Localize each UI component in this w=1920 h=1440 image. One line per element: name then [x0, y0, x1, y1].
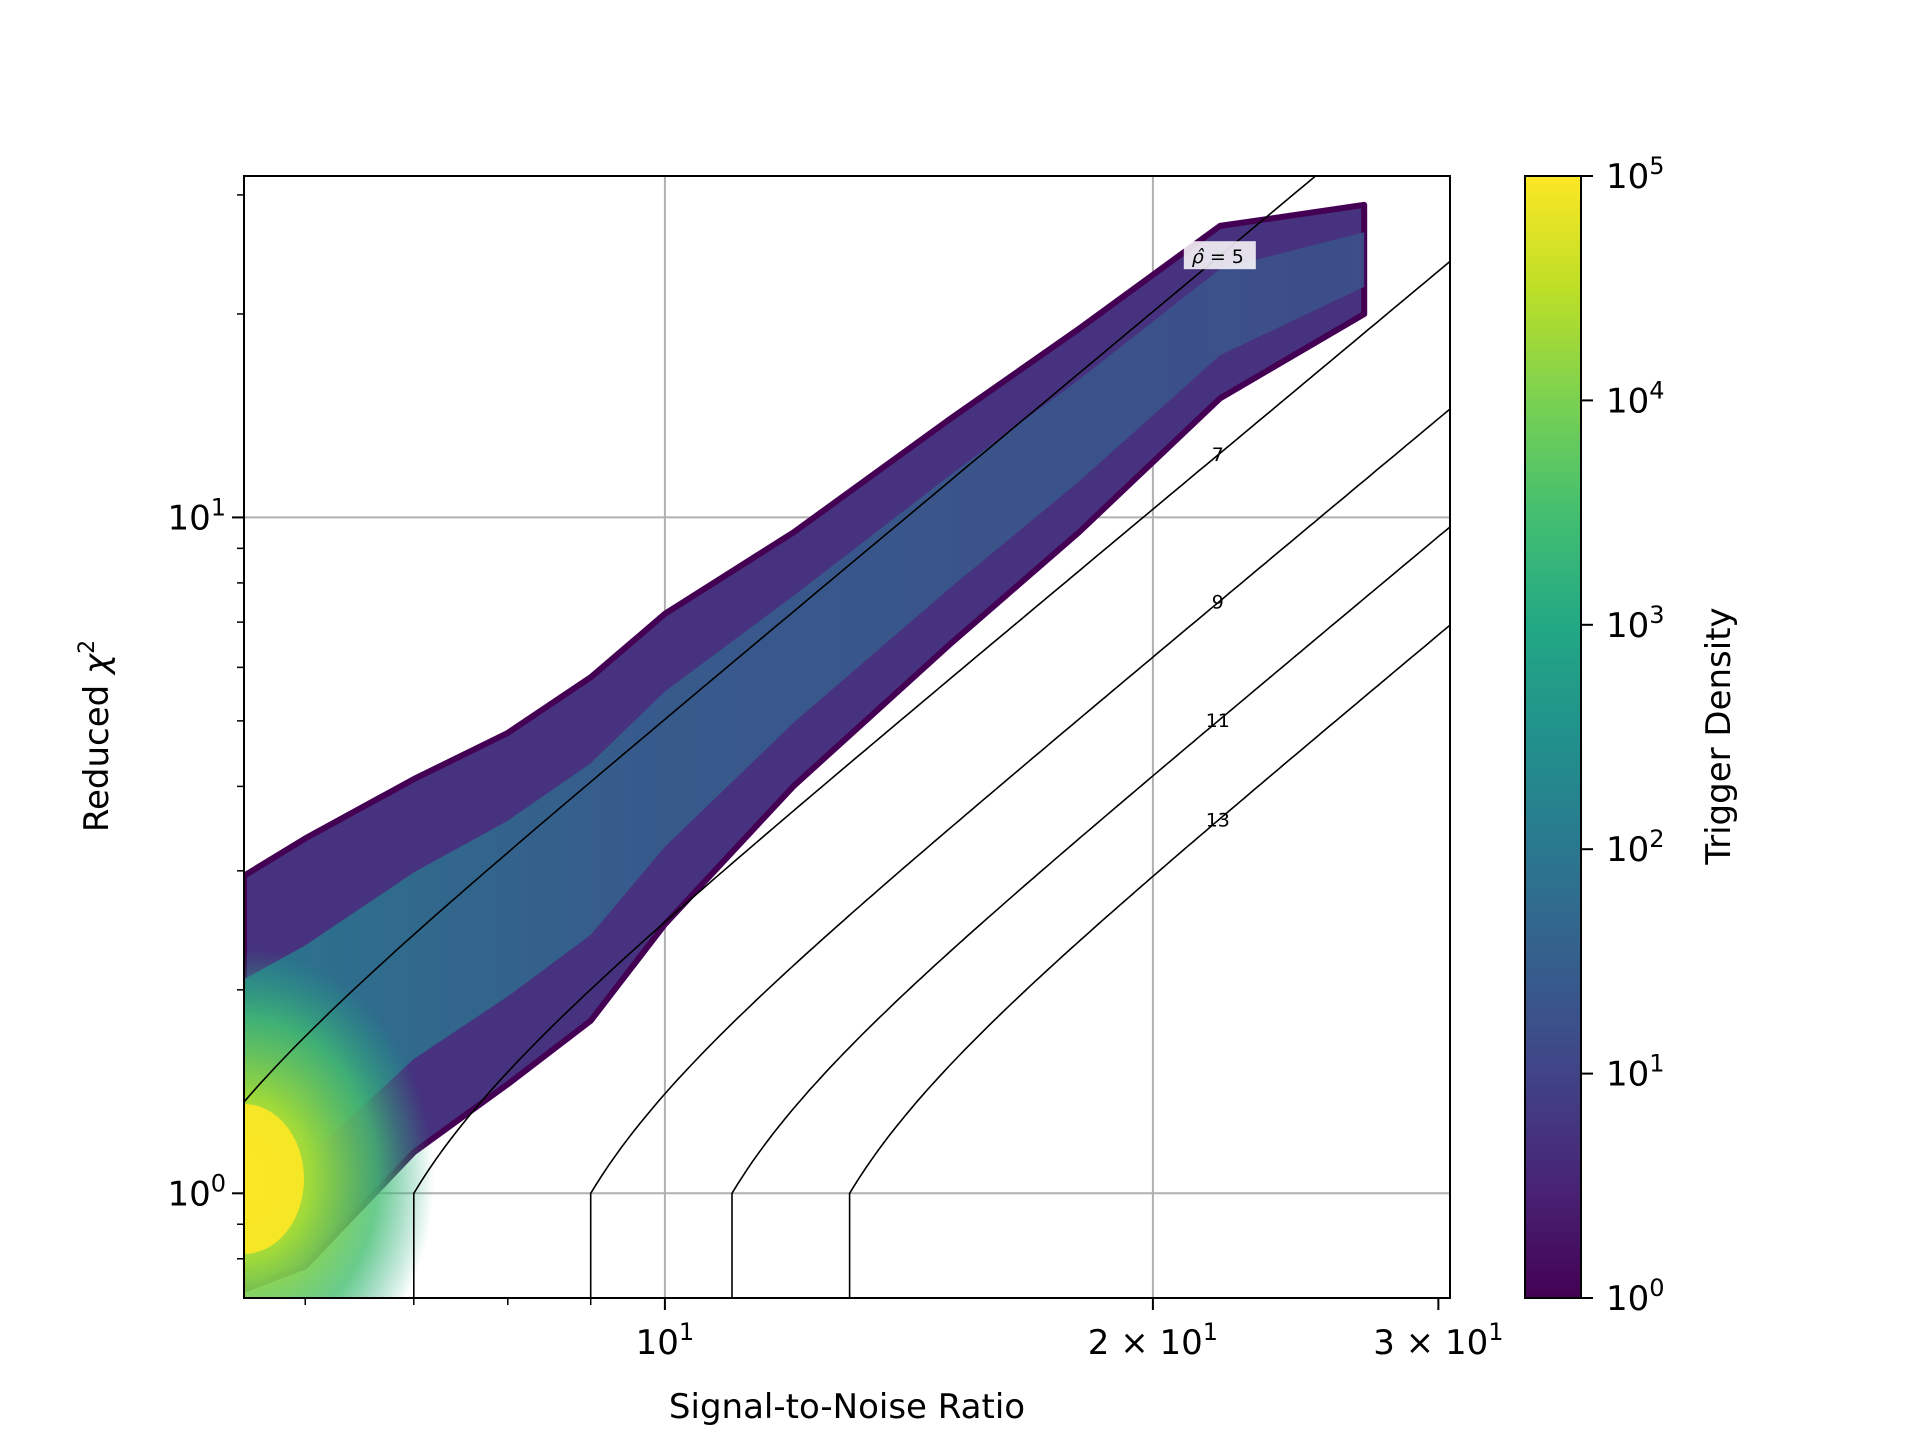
contour-line-7: [413, 260, 1450, 1298]
colorbar-tick-label: 103: [1606, 601, 1665, 646]
density-core-band: [244, 232, 1365, 1187]
plot-frame: [243, 175, 1451, 1299]
colorbar-tick-label: 101: [1606, 1050, 1665, 1095]
colorbar-gradient: [1524, 175, 1582, 1299]
contour-label-9: 9: [1212, 592, 1224, 614]
plot-area: ρ̂ = 5 7 9 11 13 101 2 × 101 3 × 101 100 101: [167, 175, 1504, 1363]
colorbar-tick-label: 100: [1606, 1274, 1665, 1319]
contour-line-13: [848, 624, 1450, 1298]
contour-label-13: 13: [1206, 810, 1230, 832]
x-tick-label: 2 × 101: [1088, 1318, 1218, 1363]
y-tick-label: 101: [167, 493, 226, 538]
colorbar-title: Trigger Density: [1699, 607, 1739, 865]
colorbar-tick-label: 104: [1606, 376, 1665, 421]
x-tick-label: 3 × 101: [1373, 1318, 1503, 1363]
y-axis-title: Reduced χ2: [75, 640, 117, 832]
colorbar: 100 101 102 103 104 105 Trigger Density: [1524, 152, 1739, 1319]
contour-line-9: [589, 408, 1450, 1298]
y-axis: 100 101: [167, 194, 244, 1260]
density-heatmap: [244, 201, 1368, 1298]
contour-label-7: 7: [1212, 444, 1224, 466]
contour-line-11: [731, 526, 1450, 1298]
contour-label-11: 11: [1206, 710, 1230, 732]
x-axis: 101 2 × 101 3 × 101: [304, 1298, 1504, 1363]
x-axis-title: Signal-to-Noise Ratio: [669, 1387, 1025, 1427]
density-peak-center: [244, 1104, 304, 1254]
contour-label-bg: [1183, 241, 1256, 270]
x-tick-label: 101: [636, 1318, 695, 1363]
colorbar-ticks: 100 101 102 103 104 105: [1581, 152, 1665, 1319]
contour-label-5: ρ̂ = 5: [1192, 246, 1244, 268]
y-tick-label: 100: [167, 1169, 226, 1214]
colorbar-tick-label: 105: [1606, 152, 1665, 197]
rho-contours: ρ̂ = 5 7 9 11 13: [244, 176, 1450, 1298]
colorbar-tick-label: 102: [1606, 825, 1665, 870]
